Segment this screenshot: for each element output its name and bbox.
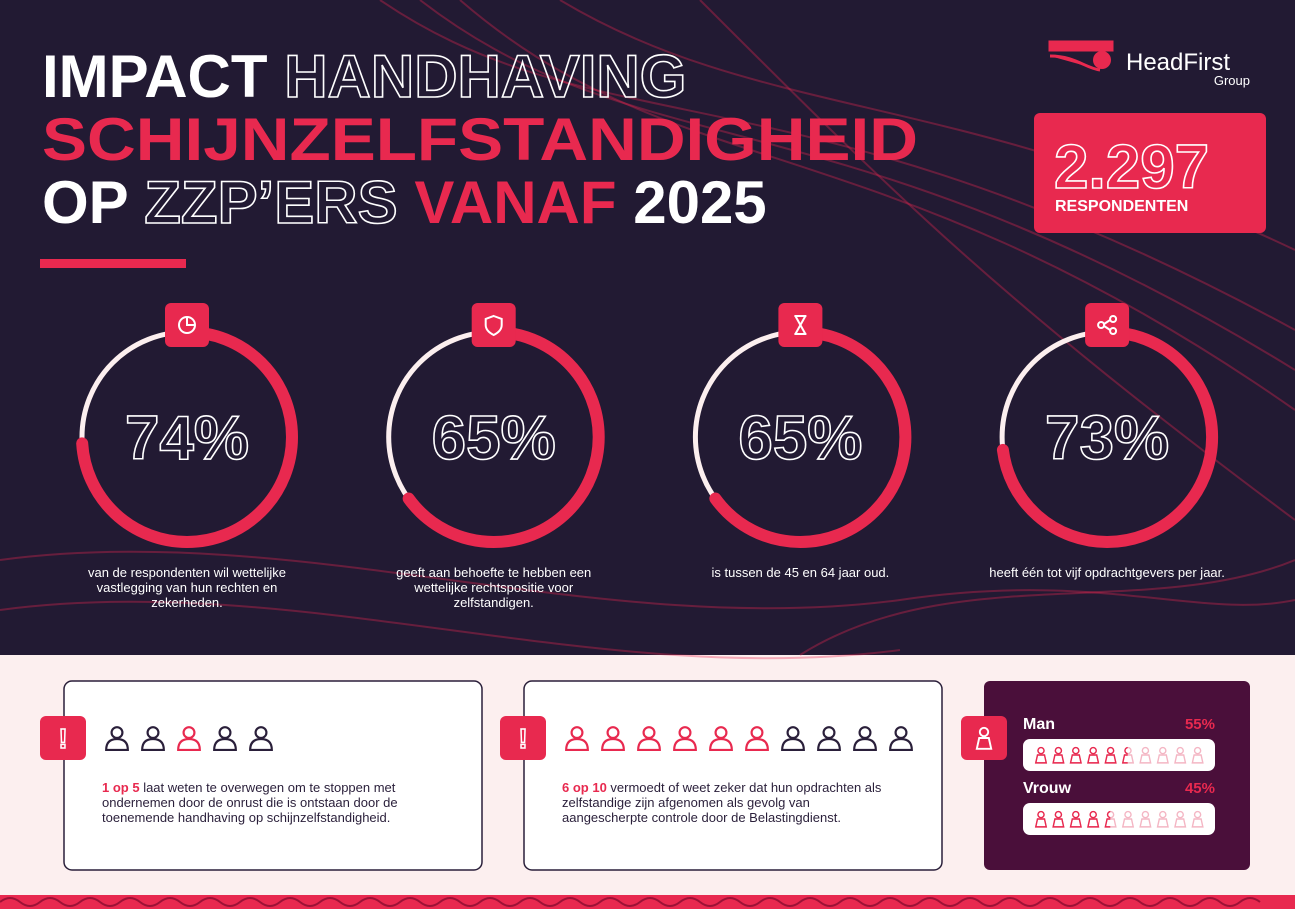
respondents-label: RESPONDENTEN <box>1055 198 1188 215</box>
title-line1: IMPACT HANDHAVING <box>42 43 686 110</box>
title-line2: SCHIJNZELFSTANDIGHEID <box>42 106 918 173</box>
gender-name: Man <box>1023 716 1055 733</box>
ring-icon <box>178 316 196 334</box>
title-line3: OP ZZP’ERS VANAF 2025 <box>42 169 767 236</box>
ring-caption: heeft één tot vijf opdrachtgevers per ja… <box>989 565 1225 580</box>
waves <box>0 0 1295 660</box>
logo-mark <box>1048 40 1114 72</box>
respondents-value: 2.297 <box>1054 133 1209 202</box>
gender-value: 45% <box>1185 780 1215 797</box>
stripe-pattern <box>0 897 1261 907</box>
ring-caption: van de respondenten wil wettelijke vastl… <box>87 565 286 610</box>
title-word: OP <box>42 169 128 236</box>
fact-highlight: 1 op 5 <box>102 780 140 795</box>
ring-icon-bg <box>471 303 516 347</box>
gender-pill <box>1023 739 1215 771</box>
ring-icon <box>794 315 807 335</box>
fact-box <box>63 680 483 871</box>
ring-icon-bg <box>1085 303 1130 347</box>
alert-icon: ! <box>500 716 546 760</box>
title-word: IMPACT <box>42 43 268 110</box>
title-word: ZZP’ERS <box>144 169 397 236</box>
fact-text: 6 op 10 vermoedt of weet zeker dat hun o… <box>562 780 882 825</box>
fact-body: vermoedt of weet zeker dat hun opdrachte… <box>562 780 882 825</box>
gender-pill <box>1023 803 1215 835</box>
logo-dot <box>1093 51 1111 69</box>
svg-text:!: ! <box>58 723 67 754</box>
logo-sub: Group <box>1214 73 1250 88</box>
ring-caption: geeft aan behoefte te hebben een wetteli… <box>396 565 592 610</box>
ring-icon <box>484 314 503 337</box>
title-word: HANDHAVING <box>284 43 686 110</box>
respondents-box <box>1034 113 1266 233</box>
fact-box <box>523 680 943 871</box>
ring-icon <box>1097 315 1118 335</box>
gender-box <box>984 681 1250 870</box>
ring-label: 65% <box>432 404 556 473</box>
alert-icon: ! <box>40 716 86 760</box>
ring-label: 73% <box>1045 404 1169 473</box>
top-bg <box>0 0 1295 655</box>
fact-body: laat weten te overwegen om te stoppen me… <box>102 780 398 825</box>
accent-bar <box>40 259 186 268</box>
gender-icon <box>961 716 1007 760</box>
ring-label: 65% <box>738 404 862 473</box>
gender-value: 55% <box>1185 716 1215 733</box>
fact-text: 1 op 5 laat weten te overwegen om te sto… <box>102 780 422 825</box>
svg-text:!: ! <box>518 723 527 754</box>
title-word: 2025 <box>633 169 766 236</box>
gender-name: Vrouw <box>1023 780 1072 797</box>
ring-caption: is tussen de 45 en 64 jaar oud. <box>711 565 890 580</box>
title-word: VANAF <box>414 169 616 236</box>
logo-name: HeadFirst <box>1126 49 1230 76</box>
ring-label: 74% <box>125 404 249 473</box>
fact-highlight: 6 op 10 <box>562 780 607 795</box>
